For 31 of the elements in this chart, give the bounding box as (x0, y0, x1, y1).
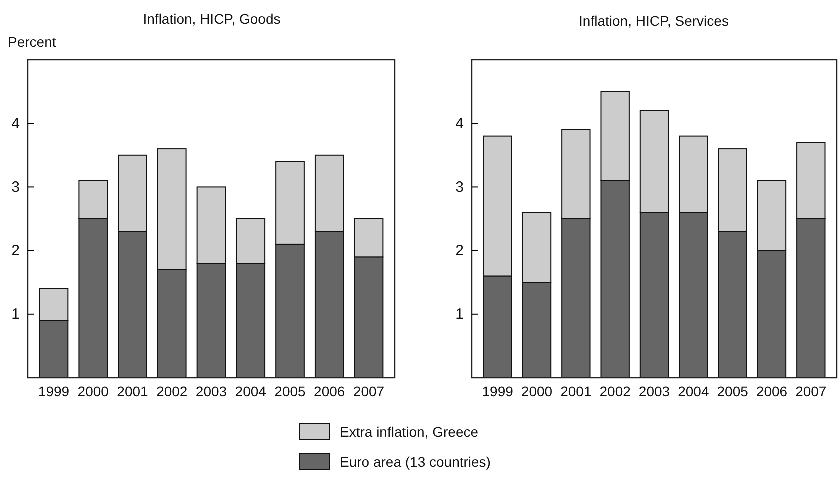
x-tick-label: 2003 (638, 383, 670, 400)
x-tick-label: 2005 (717, 383, 749, 400)
legend-label: Extra inflation, Greece (340, 424, 479, 440)
y-tick-label: 2 (456, 242, 464, 260)
y-tick-label: 3 (12, 179, 20, 196)
y-tick-label: 4 (456, 115, 464, 132)
x-tick-label: 2005 (274, 383, 306, 400)
x-tick-label: 2004 (678, 383, 710, 400)
y-tick-label: 1 (456, 306, 464, 324)
x-tick-label: 2007 (796, 383, 827, 400)
x-tick-label: 2000 (78, 383, 110, 400)
x-tick-label: 2004 (235, 383, 267, 400)
x-tick-label: 2000 (521, 383, 553, 400)
x-tick-label: 2001 (117, 383, 149, 400)
y-tick-label: 1 (12, 306, 20, 324)
x-tick-label: 1999 (38, 383, 70, 400)
legend-label: Euro area (13 countries) (340, 454, 491, 470)
chart-title: Inflation, HICP, Services (579, 13, 729, 29)
y-axis-title: Percent (8, 34, 56, 50)
x-tick-label: 2003 (196, 383, 228, 400)
x-tick-label: 2002 (156, 383, 188, 400)
x-tick-label: 2006 (756, 383, 788, 400)
x-tick-label: 2007 (353, 383, 385, 400)
x-tick-label: 2002 (600, 383, 632, 400)
y-tick-label: 2 (12, 242, 20, 260)
x-tick-label: 2006 (314, 383, 346, 400)
chart-title: Inflation, HICP, Goods (143, 11, 281, 27)
x-tick-label: 2001 (560, 383, 592, 400)
y-tick-label: 4 (12, 115, 20, 132)
x-tick-label: 1999 (482, 383, 514, 400)
y-tick-label: 3 (456, 179, 464, 196)
